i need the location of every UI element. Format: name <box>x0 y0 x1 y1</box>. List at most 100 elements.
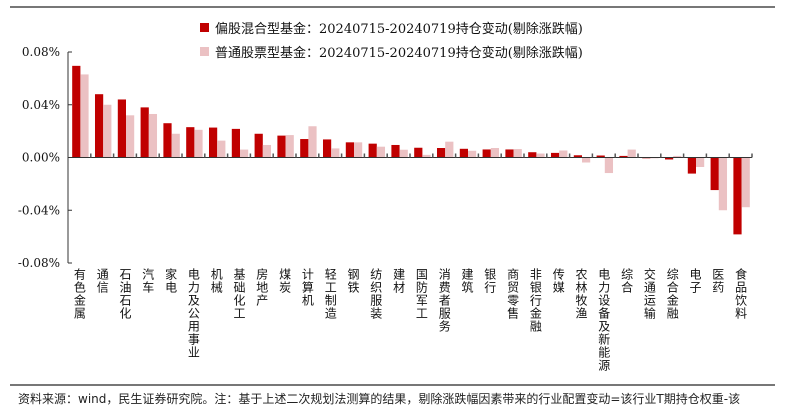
bar-series-1 <box>254 133 263 158</box>
bar-series-1 <box>550 152 560 158</box>
bar-series-1 <box>710 157 719 191</box>
x-tick-label: 电力及公用事业 <box>186 268 201 359</box>
legend-swatch <box>200 23 209 32</box>
bar-series-2 <box>126 115 135 158</box>
bar-series-2 <box>354 142 363 158</box>
bar-series-1 <box>368 143 377 158</box>
bar-series-1 <box>345 142 354 158</box>
bar-series-1 <box>596 155 605 158</box>
bar-series-2 <box>240 149 249 158</box>
x-tick-label: 电子 <box>688 268 702 294</box>
y-tick-label: 0.00% <box>22 151 60 165</box>
bar-series-2 <box>262 144 272 158</box>
x-tick-label: 房地产 <box>254 268 269 307</box>
x-tick-label: 有色金属 <box>72 268 87 320</box>
footer-divider <box>10 384 775 386</box>
x-tick-label: 通信 <box>95 268 110 294</box>
bar-series-2 <box>171 133 180 158</box>
x-tick-label: 煤炭 <box>277 268 292 294</box>
x-tick-label: 电力设备及新能源 <box>596 268 611 372</box>
x-tick-label: 非银行金融 <box>528 268 543 333</box>
x-tick-label: 基础化工 <box>232 268 246 320</box>
bar-series-1 <box>573 155 582 158</box>
bar-series-1 <box>72 65 81 158</box>
bar-series-2 <box>604 157 614 174</box>
bar-series-2 <box>445 141 454 158</box>
legend-item-series-1: 偏股混合型基金：20240715-20240719持仓变动(剔除涨跌幅) <box>200 18 583 37</box>
bar-series-1 <box>733 157 742 235</box>
x-tick-label: 综合金融 <box>665 268 680 320</box>
bar-series-1 <box>231 128 240 158</box>
x-tick-label: 商贸零售 <box>505 268 520 320</box>
x-tick-label: 消费者服务 <box>437 268 452 333</box>
x-tick-label: 轻工制造 <box>323 268 338 320</box>
x-tick-label: 家电 <box>163 268 178 294</box>
bar-series-2 <box>468 150 477 158</box>
x-tick-label: 钢铁 <box>346 268 360 294</box>
bar-series-2 <box>148 113 158 158</box>
bar-series-1 <box>391 144 400 158</box>
bar-series-1 <box>94 94 104 158</box>
y-tick-label: 0.04% <box>22 98 60 112</box>
bar-series-1 <box>117 99 126 158</box>
y-tick-label: -0.04% <box>18 203 60 217</box>
bar-series-1 <box>186 127 195 158</box>
x-tick-label: 机械 <box>209 268 224 294</box>
bar-series-2 <box>582 157 591 163</box>
bar-series-1 <box>140 107 149 158</box>
bar-series-2 <box>536 153 545 158</box>
legend-item-series-2: 普通股票型基金：20240715-20240719持仓变动(剔除涨跌幅) <box>200 42 583 61</box>
bar-series-1 <box>687 157 696 174</box>
x-tick-label: 建筑 <box>460 268 474 294</box>
bar-series-2 <box>80 74 89 158</box>
bar-series-2 <box>376 146 386 158</box>
bar-series-1 <box>277 135 286 158</box>
bar-series-1 <box>619 155 628 158</box>
legend-label: 偏股混合型基金：20240715-20240719持仓变动(剔除涨跌幅) <box>215 22 583 37</box>
bar-series-1 <box>528 152 537 158</box>
bar-series-2 <box>673 155 682 158</box>
x-tick-label: 食品饮料 <box>733 268 748 320</box>
source-note: 资料来源：wind，民生证券研究院。注：基于上述二次规划法测算的结果，剔除涨跌幅… <box>18 392 741 406</box>
bar-series-1 <box>505 149 514 158</box>
x-tick-label: 建材 <box>391 268 406 294</box>
bar-series-2 <box>696 157 705 167</box>
y-tick-label: 0.08% <box>22 45 60 59</box>
x-tick-label: 综合 <box>619 268 634 294</box>
x-tick-label: 汽车 <box>140 268 155 294</box>
bar-series-1 <box>300 139 309 158</box>
x-tick-label: 交通运输 <box>642 268 657 320</box>
x-tick-label: 石油石化 <box>118 268 132 320</box>
x-tick-label: 传媒 <box>551 268 566 294</box>
bar-series-2 <box>741 157 750 208</box>
bar-series-2 <box>490 148 500 158</box>
bar-series-2 <box>217 140 226 158</box>
legend-label: 普通股票型基金：20240715-20240719持仓变动(剔除涨跌幅) <box>215 46 583 61</box>
bar-series-2 <box>194 129 203 158</box>
bar-series-2 <box>559 150 568 158</box>
bar-series-2 <box>103 104 112 158</box>
x-tick-label: 医药 <box>710 268 725 294</box>
bar-series-2 <box>308 126 317 158</box>
bar-series-1 <box>459 148 468 158</box>
bar-series-1 <box>414 147 423 158</box>
bar-series-2 <box>718 157 728 211</box>
bar-series-2 <box>285 135 294 158</box>
bar-series-2 <box>513 149 522 158</box>
x-tick-label: 纺织服装 <box>368 268 383 320</box>
bar-series-1 <box>208 127 218 158</box>
y-tick-label: -0.08% <box>18 256 60 270</box>
bar-series-1 <box>322 139 332 158</box>
bar-series-1 <box>163 123 172 158</box>
x-tick-label: 国防军工 <box>414 268 429 320</box>
bar-series-2 <box>627 149 636 158</box>
bar-series-2 <box>399 149 408 158</box>
bar-series-2 <box>331 148 340 158</box>
title-divider <box>10 6 775 8</box>
x-tick-label: 计算机 <box>300 268 315 307</box>
bar-series-2 <box>422 154 431 158</box>
legend-swatch <box>200 47 209 56</box>
bar-series-1 <box>436 148 446 158</box>
bar-series-1 <box>482 149 491 158</box>
